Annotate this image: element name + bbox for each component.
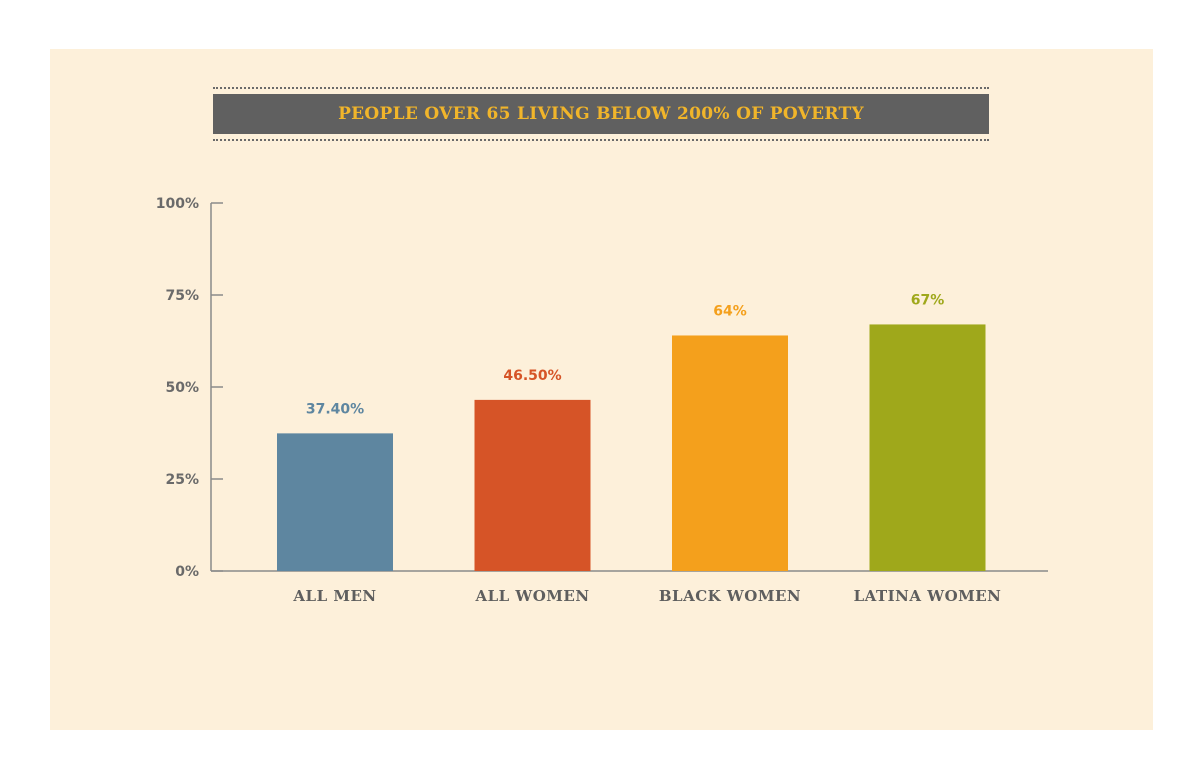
title-banner: PEOPLE OVER 65 LIVING BELOW 200% OF POVE…: [213, 94, 989, 134]
y-tick-label: 75%: [165, 288, 199, 304]
bar-labels: 37.40% ALL MEN 46.50% ALL WOMEN 64% BLACK WOM…: [292, 292, 1002, 605]
title-top-divider: [213, 87, 989, 89]
bar: [869, 324, 986, 571]
bars: [277, 324, 986, 571]
y-tick-label: 100%: [156, 196, 199, 212]
bar-value-label: 67%: [911, 292, 945, 308]
y-tick-label: 0%: [175, 564, 199, 580]
x-category-label: ALL WOMEN: [474, 587, 589, 605]
bar: [277, 433, 393, 571]
bar-value-label: 37.40%: [306, 401, 364, 417]
x-category-label: ALL MEN: [292, 587, 376, 605]
bar-value-label: 64%: [713, 303, 747, 319]
chart-title: PEOPLE OVER 65 LIVING BELOW 200% OF POVE…: [338, 104, 864, 124]
y-axis-ticks: 0% 25% 50% 75% 100%: [156, 196, 223, 580]
bar: [672, 335, 788, 571]
title-bottom-divider: [213, 139, 989, 141]
bar-value-label: 46.50%: [503, 368, 561, 384]
x-category-label: LATINA WOMEN: [854, 587, 1002, 605]
bar: [474, 399, 591, 571]
y-tick-label: 25%: [165, 472, 199, 488]
x-category-label: BLACK WOMEN: [659, 587, 801, 605]
y-tick-label: 50%: [165, 380, 199, 396]
